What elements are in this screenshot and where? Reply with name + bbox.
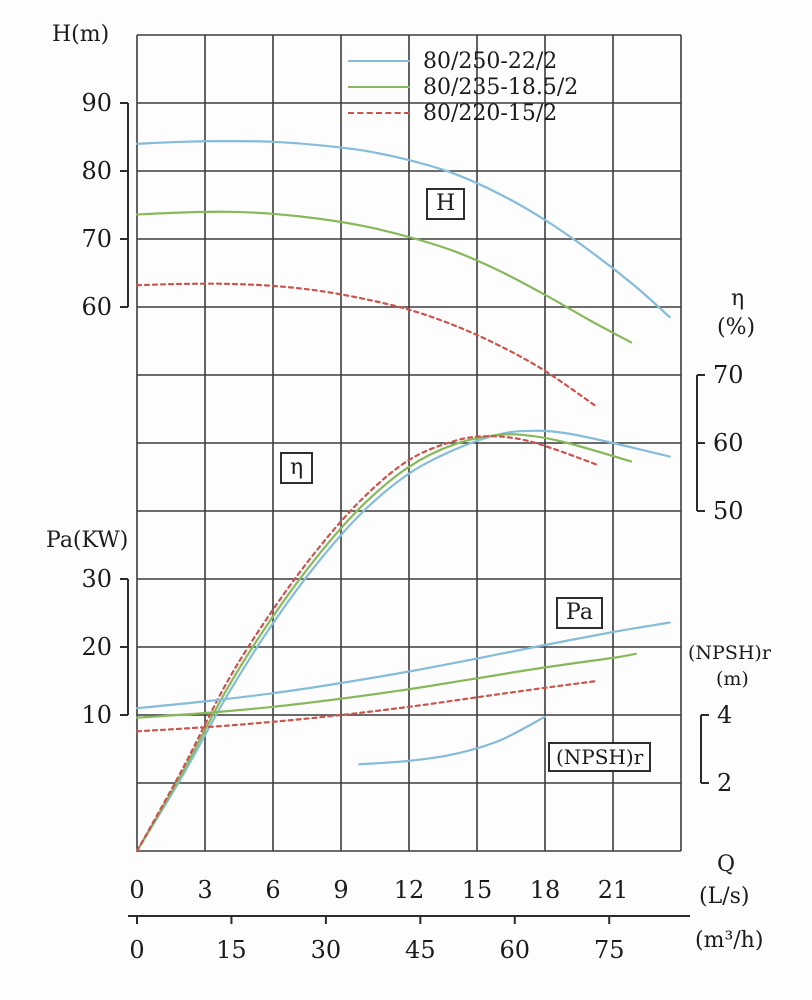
h-tick-label: 90 xyxy=(81,89,112,117)
h-tick-label: 60 xyxy=(81,293,112,321)
legend-item: 80/220-15/2 xyxy=(348,100,578,126)
legend-item: 80/235-18.5/2 xyxy=(348,74,578,100)
npsh-tick-label: 4 xyxy=(717,701,732,729)
pa-tick-label: 10 xyxy=(81,701,112,729)
pa-tick-label: 30 xyxy=(81,565,112,593)
q-ls-tick-label: 9 xyxy=(333,876,348,904)
q-axis-unit-ls: (L/s) xyxy=(699,884,750,909)
q-m3h-tick-label: 15 xyxy=(216,936,247,964)
legend-item: 80/250-22/2 xyxy=(348,48,578,74)
curve-label-H: H xyxy=(426,188,466,220)
curve-head-80-250 xyxy=(135,139,671,319)
legend-label: 80/220-15/2 xyxy=(423,100,558,126)
pa-tick-label: 20 xyxy=(81,633,112,661)
curve-power-80-250 xyxy=(135,621,671,710)
eta-tick-label: 70 xyxy=(713,361,744,389)
curve-label-Pa: Pa xyxy=(556,597,603,629)
eta-tick-label: 60 xyxy=(713,429,744,457)
npsh-axis-title: (NPSH)r xyxy=(688,642,771,664)
h-axis-title: H(m) xyxy=(52,22,110,47)
legend-line-sample xyxy=(348,86,410,88)
legend-line-sample xyxy=(348,112,410,114)
pa-axis-title: Pa(KW) xyxy=(46,528,129,553)
legend-label: 80/235-18.5/2 xyxy=(423,74,579,100)
curve-head-80-220 xyxy=(135,282,599,409)
q-m3h-tick-label: 60 xyxy=(500,936,531,964)
q-ls-tick-label: 21 xyxy=(598,876,629,904)
q-ls-tick-label: 0 xyxy=(129,876,144,904)
h-tick-label: 70 xyxy=(81,225,112,253)
legend-label: 80/250-22/2 xyxy=(423,48,558,74)
legend-line-sample xyxy=(348,60,410,62)
q-ls-tick-label: 18 xyxy=(530,876,561,904)
curve-efficiency-80-235 xyxy=(135,433,633,853)
q-m3h-tick-label: 45 xyxy=(405,936,436,964)
q-m3h-tick-label: 75 xyxy=(594,936,625,964)
q-ls-tick-label: 3 xyxy=(197,876,212,904)
q-ls-tick-label: 6 xyxy=(265,876,280,904)
eta-axis-unit: (%) xyxy=(717,315,756,340)
legend: 80/250-22/2 80/235-18.5/2 80/220-15/2 xyxy=(348,48,578,126)
curve-efficiency-80-250 xyxy=(135,429,671,853)
q-ls-tick-label: 15 xyxy=(462,876,493,904)
curve-power-80-220 xyxy=(135,679,599,733)
curve-power-80-235 xyxy=(135,652,637,719)
curve-npshr-80-250 xyxy=(358,715,547,766)
curve-label-eta: η xyxy=(280,452,314,484)
q-m3h-tick-label: 0 xyxy=(129,936,144,964)
q-axis-title: Q xyxy=(717,852,736,877)
eta-axis-title: η xyxy=(731,286,745,311)
q-m3h-tick-label: 30 xyxy=(311,936,342,964)
h-tick-label: 80 xyxy=(81,157,112,185)
npsh-axis-unit: (m) xyxy=(716,668,749,690)
curve-head-80-235 xyxy=(135,210,633,344)
q-ls-tick-label: 12 xyxy=(394,876,425,904)
curve-label-npsh: (NPSH)r xyxy=(548,742,652,772)
curve-efficiency-80-220 xyxy=(135,435,599,853)
eta-tick-label: 50 xyxy=(713,497,744,525)
npsh-tick-label: 2 xyxy=(717,769,732,797)
q-axis-unit-m3h: (m³/h) xyxy=(695,928,764,953)
